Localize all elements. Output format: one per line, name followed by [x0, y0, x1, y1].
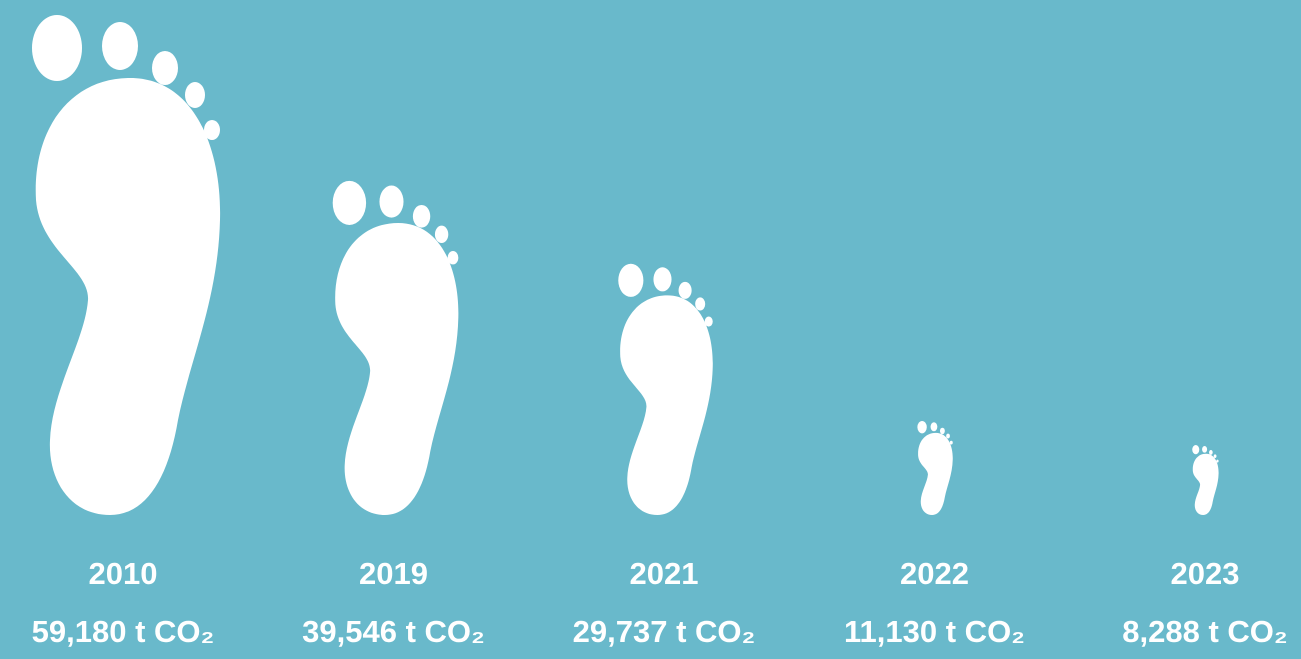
footprint-sole [35, 78, 221, 515]
value-label: 29,737 t CO₂ [573, 614, 756, 649]
footprint-toe [332, 180, 367, 225]
year-label: 2010 [89, 556, 158, 591]
year-label: 2022 [900, 556, 969, 591]
footprint-toe [32, 15, 82, 81]
footprint [332, 180, 459, 515]
footprint-toe [1216, 459, 1219, 463]
footprint-sole [335, 222, 459, 515]
footprint [917, 420, 953, 515]
year-label: 2021 [630, 556, 699, 591]
footprint-toe [653, 267, 672, 292]
footprint-toe [102, 22, 138, 70]
footprint-toe [1209, 450, 1213, 455]
footprint-toe [434, 225, 449, 244]
year-label: 2023 [1171, 556, 1240, 591]
footprint-sole [1192, 453, 1219, 515]
footprint-toe [695, 297, 706, 311]
footprint-toe [1192, 444, 1200, 455]
footprint-toe [618, 263, 644, 297]
footprint-toe [678, 281, 692, 299]
footprint-toe [704, 316, 713, 327]
value-label: 39,546 t CO₂ [302, 614, 485, 649]
footprint-toe [412, 204, 431, 228]
footprint [32, 15, 221, 515]
footprint-toe [930, 422, 938, 432]
footprint [618, 263, 713, 515]
footprint-toe [1213, 454, 1217, 459]
footprint-toe [939, 427, 945, 435]
footprint-toe [1202, 445, 1208, 453]
footprint-toe [949, 440, 953, 445]
footprint-toe [204, 120, 220, 140]
footprint-toe [379, 185, 404, 218]
footprint [1192, 444, 1219, 515]
year-label: 2019 [359, 556, 428, 591]
value-label: 8,288 t CO₂ [1122, 614, 1287, 649]
footprint-toe [447, 251, 459, 265]
footprint-sole [918, 432, 953, 515]
footprint-toe [152, 51, 178, 85]
value-label: 11,130 t CO₂ [844, 614, 1025, 649]
footprint-sole [620, 295, 713, 515]
footprint-toe [946, 433, 950, 439]
footprint-toe [185, 82, 205, 108]
footprint-toe [917, 420, 927, 434]
value-label: 59,180 t CO₂ [32, 614, 215, 649]
